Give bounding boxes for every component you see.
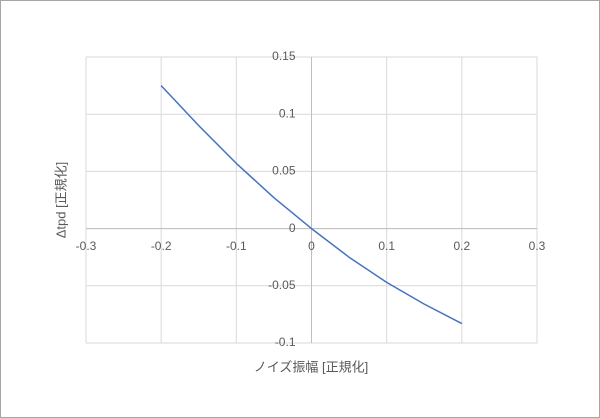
- y-axis-title: Δtpd [正規化]: [53, 162, 68, 239]
- x-tick-label: -0.1: [226, 239, 247, 253]
- y-tick-label: 0: [289, 221, 296, 235]
- y-tick-label: -0.05: [268, 278, 296, 292]
- y-tick-label: -0.1: [275, 335, 296, 349]
- x-tick-label: -0.2: [151, 239, 172, 253]
- y-tick-label: 0.15: [272, 49, 296, 63]
- x-tick-label: -0.3: [76, 239, 97, 253]
- x-tick-label: 0.1: [378, 239, 395, 253]
- x-tick-label: 0: [308, 239, 315, 253]
- data-line: [160, 85, 463, 325]
- x-tick-label: 0.2: [453, 239, 470, 253]
- y-tick-label: 0.05: [272, 164, 296, 178]
- x-axis-title: ノイズ振幅 [正規化]: [254, 359, 368, 374]
- y-tick-label: 0.1: [279, 106, 296, 120]
- x-tick-label: 0.3: [529, 239, 546, 253]
